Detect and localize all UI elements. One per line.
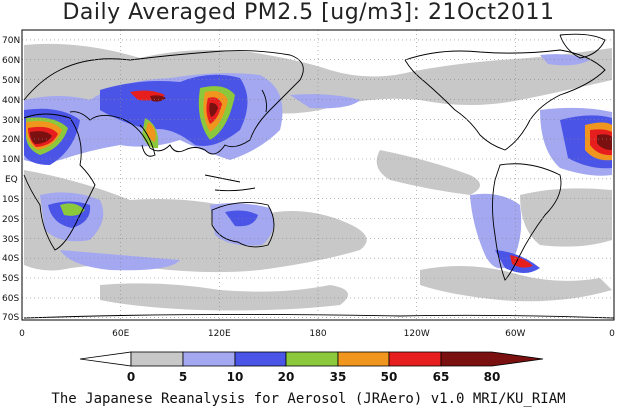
lon-label: 60W	[505, 329, 525, 339]
lat-label: 50S	[2, 274, 19, 284]
colorbar-swatch-2	[182, 351, 236, 367]
lat-label: 50N	[2, 76, 20, 86]
longitude-labels: 0 60E 120E 180 120W 60W 0	[19, 329, 615, 339]
colorbar-tick: 20	[278, 370, 295, 384]
colorbar-tick: 10	[227, 370, 244, 384]
lat-label: 10N	[2, 155, 20, 165]
haze-low-layer	[24, 43, 612, 311]
lon-label: 120W	[404, 329, 430, 339]
colorbar-tick: 80	[484, 370, 501, 384]
map-title: Daily Averaged PM2.5 [ug/m3]: 21Oct2011	[62, 0, 555, 25]
colorbar-swatch-6	[388, 351, 442, 367]
haze-over-80-layer	[30, 95, 612, 150]
colorbar-tick: 35	[330, 370, 347, 384]
lat-label: 30N	[2, 116, 20, 126]
colorbar-tick: 5	[179, 370, 187, 384]
coastlines	[23, 33, 615, 319]
lat-label: EQ	[5, 175, 18, 185]
lat-label: 20S	[2, 215, 19, 225]
lon-label: 0	[19, 329, 25, 339]
colorbar-swatch-7	[440, 351, 544, 367]
lon-label: 120E	[208, 329, 231, 339]
lat-label: 70N	[2, 36, 20, 46]
lat-label: 30S	[2, 235, 19, 245]
colorbar-swatch-0	[79, 351, 132, 367]
lon-label: 180	[309, 329, 326, 339]
colorbar-tick: 50	[381, 370, 398, 384]
colorbar-tick: 65	[433, 370, 450, 384]
colorbar	[79, 351, 544, 367]
colorbar-swatch-5	[337, 351, 390, 367]
lat-label: 40S	[2, 254, 19, 264]
lon-label: 60E	[112, 329, 129, 339]
lat-label: 70S	[2, 313, 19, 323]
credit-line: The Japanese Reanalysis for Aerosol (JRA…	[51, 391, 566, 407]
colorbar-tick: 0	[127, 370, 135, 384]
lat-label: 40N	[2, 96, 20, 106]
colorbar-swatch-3	[234, 351, 287, 367]
colorbar-swatch-4	[285, 351, 339, 367]
latitude-labels: 70N 60N 50N 40N 30N 20N 10N EQ 10S 20S 3…	[2, 36, 20, 323]
lat-label: 10S	[2, 195, 19, 205]
lat-label: 60N	[2, 56, 20, 66]
map-frame	[21, 29, 615, 321]
colorbar-swatch-1	[130, 351, 184, 367]
lat-label: 60S	[2, 294, 19, 304]
lat-label: 20N	[2, 135, 20, 145]
lon-label: 0	[609, 329, 615, 339]
colorbar-ticks: 0 5 10 20 35 50 65 80	[127, 370, 501, 384]
gridlines	[22, 30, 614, 320]
